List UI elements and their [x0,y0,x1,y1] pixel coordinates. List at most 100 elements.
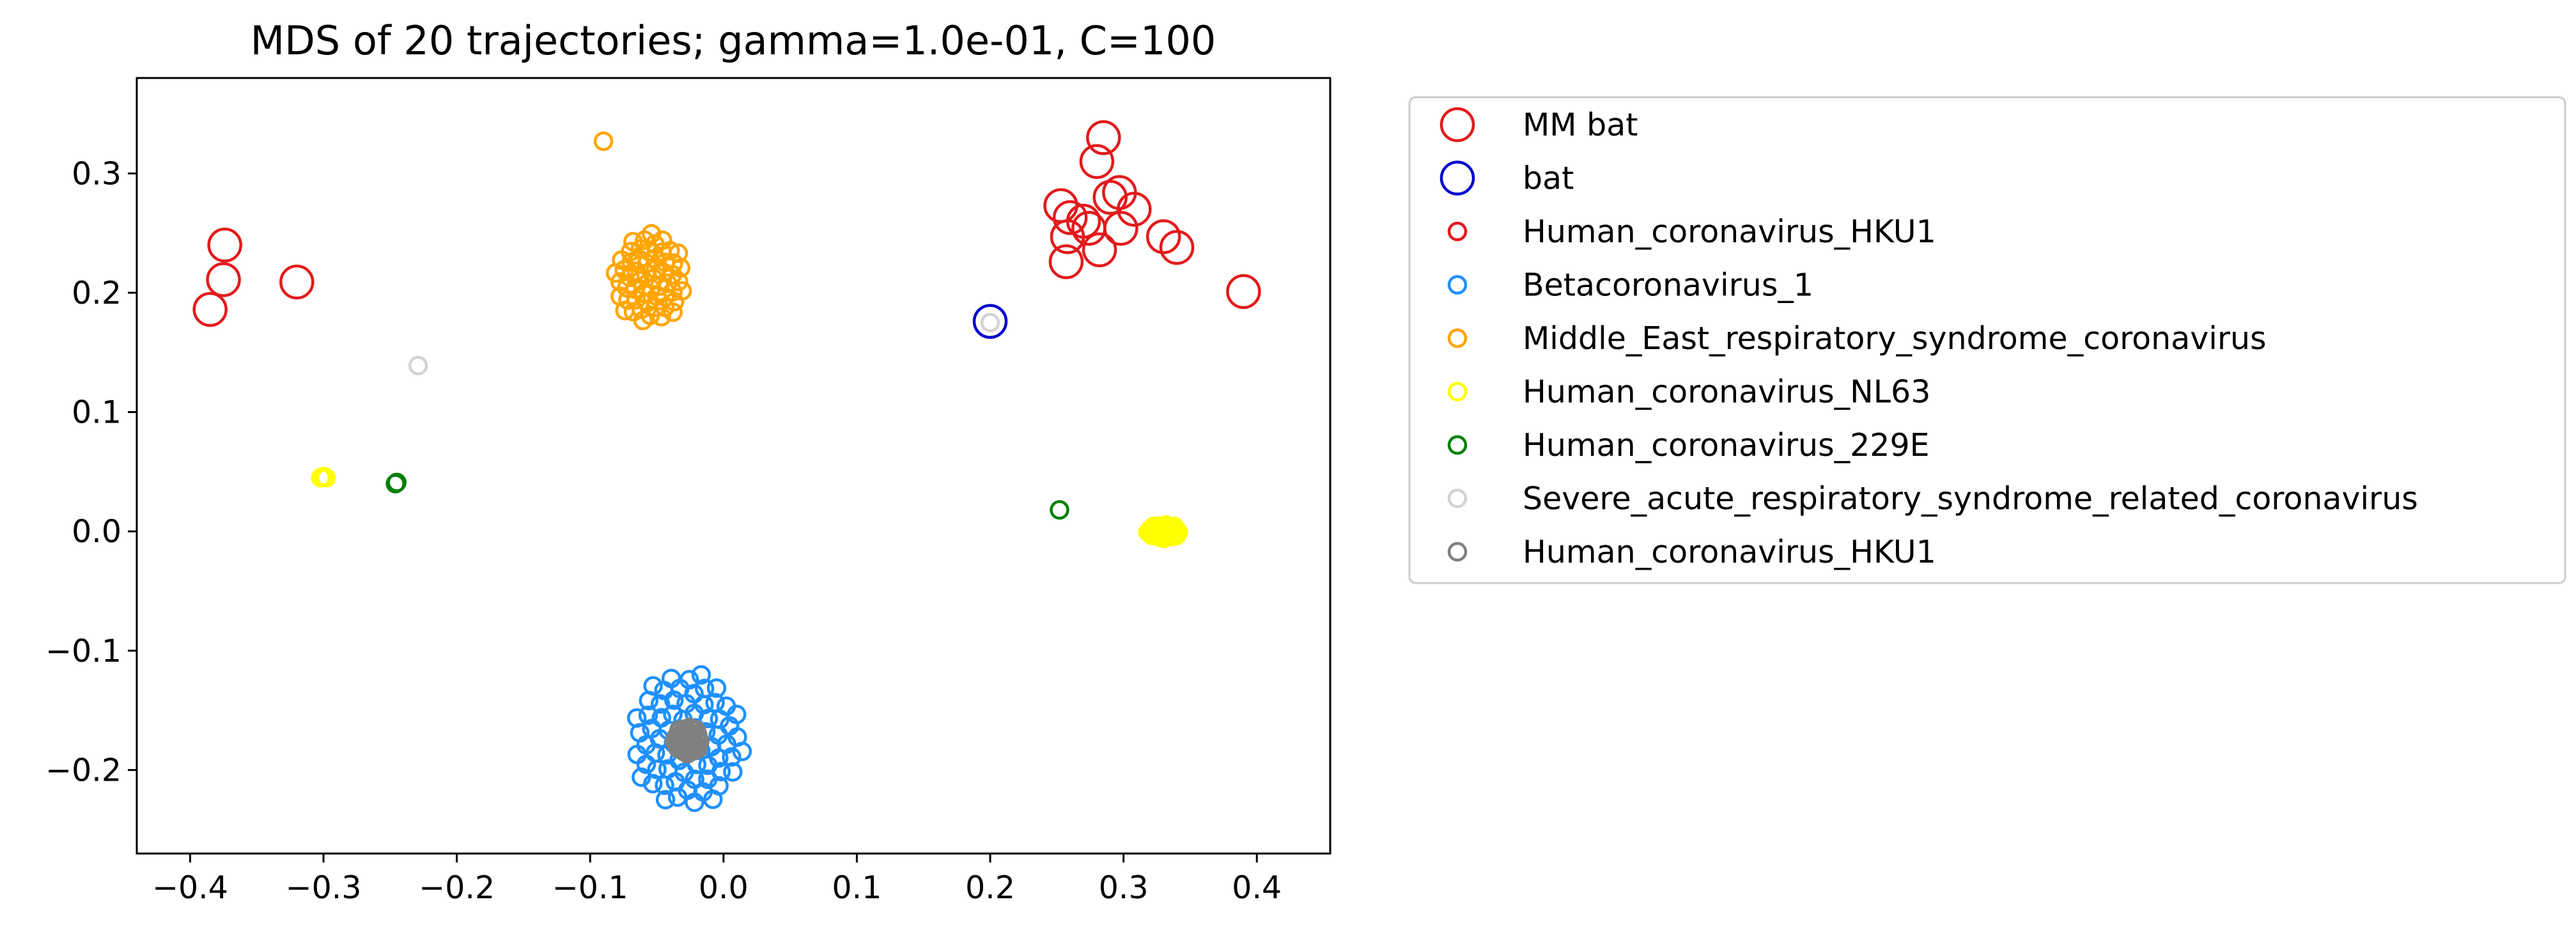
point [1166,526,1186,546]
point [686,720,706,740]
point [667,787,688,807]
point [678,744,697,764]
legend-label: Middle_East_respiratory_syndrome_coronav… [1523,320,2267,357]
point [663,302,683,322]
y-tick-label: 0.2 [72,275,121,311]
x-tick-label: 0.4 [1232,870,1282,906]
point [651,307,671,327]
x-axis: −0.4 −0.3 −0.2 −0.1 0.0 0.1 0.2 0.3 0.4 [152,854,1282,906]
point [727,705,747,724]
point [1079,144,1115,179]
point [651,708,672,728]
legend-item: Human_coronavirus_229E [1447,427,1930,464]
point [664,731,685,751]
point [732,742,752,761]
point [663,281,683,302]
legend-item: Human_coronavirus_NL63 [1447,374,1930,410]
point [668,243,688,263]
point [691,665,711,685]
y-tick-label: −0.1 [45,633,121,669]
point [614,260,634,280]
point [671,258,691,278]
legend-marker [1447,542,1468,562]
legend-item: Human_coronavirus_HKU1 [1447,534,1936,570]
legend-marker [1447,382,1468,402]
point [593,131,614,152]
point [679,669,699,690]
point [980,313,1000,332]
point [633,311,653,331]
point [972,304,1008,339]
point [655,775,674,795]
plot-area [192,120,1261,813]
legend-item: Middle_East_respiratory_syndrome_coronav… [1447,320,2267,357]
point [192,292,228,327]
legend-marker [1447,221,1468,242]
x-tick-label: 0.0 [699,870,749,906]
x-tick-label: −0.4 [152,870,228,906]
point [1086,120,1121,155]
series-7 [408,313,1000,375]
point [1117,192,1152,227]
legend: MM bat bat Human_coronavirus_HKU1 Betacoron… [1408,96,2566,584]
point [722,747,741,767]
legend-marker [1439,107,1475,143]
point [626,261,646,281]
series-5 [311,467,1188,549]
legend-item: Severe_acute_respiratory_syndrome_relate… [1447,481,2418,517]
chart-title: MDS of 20 trajectories; gamma=1.0e-01, C… [251,17,1216,64]
point [661,668,681,689]
series-6 [385,472,1069,520]
x-tick-label: −0.2 [419,870,495,906]
series-8 [664,717,710,764]
legend-box [1408,96,2566,584]
legend-marker [1447,488,1468,508]
point [1226,274,1261,309]
point [632,767,651,787]
legend-label: Human_coronavirus_NL63 [1523,374,1930,410]
point [1050,500,1069,520]
point [1145,219,1181,254]
plot-frame [136,77,1331,855]
legend-label: Human_coronavirus_HKU1 [1523,214,1936,250]
point [706,678,727,698]
legend-marker [1447,328,1468,348]
point [711,761,731,782]
point [316,467,336,488]
point [669,271,688,292]
point [1052,200,1088,235]
point [685,792,704,813]
point [650,694,671,714]
point [623,231,643,252]
point [615,300,635,321]
point [1138,522,1158,542]
legend-label: Betacoronavirus_1 [1523,267,1813,304]
point [655,790,676,810]
point [694,678,715,699]
point [723,762,743,782]
point [638,705,658,725]
series-0 [192,120,1261,327]
x-tick-label: 0.3 [1099,870,1149,906]
legend-label: Human_coronavirus_HKU1 [1523,534,1936,570]
point [1142,526,1162,545]
point [1082,232,1117,267]
legend-label: bat [1523,160,1574,197]
legend-label: Severe_acute_respiratory_syndrome_relate… [1523,481,2418,517]
x-tick-label: −0.1 [552,870,628,906]
point [1048,244,1084,279]
point [206,262,241,297]
point [387,472,407,492]
x-tick-label: −0.3 [286,870,362,906]
point [1050,219,1085,254]
point [705,692,725,713]
y-tick-label: 0.1 [72,394,121,431]
point [703,789,723,809]
point [1164,516,1184,536]
point [664,690,684,710]
series-4 [593,131,692,331]
legend-marker [1439,160,1475,196]
point [207,228,242,263]
